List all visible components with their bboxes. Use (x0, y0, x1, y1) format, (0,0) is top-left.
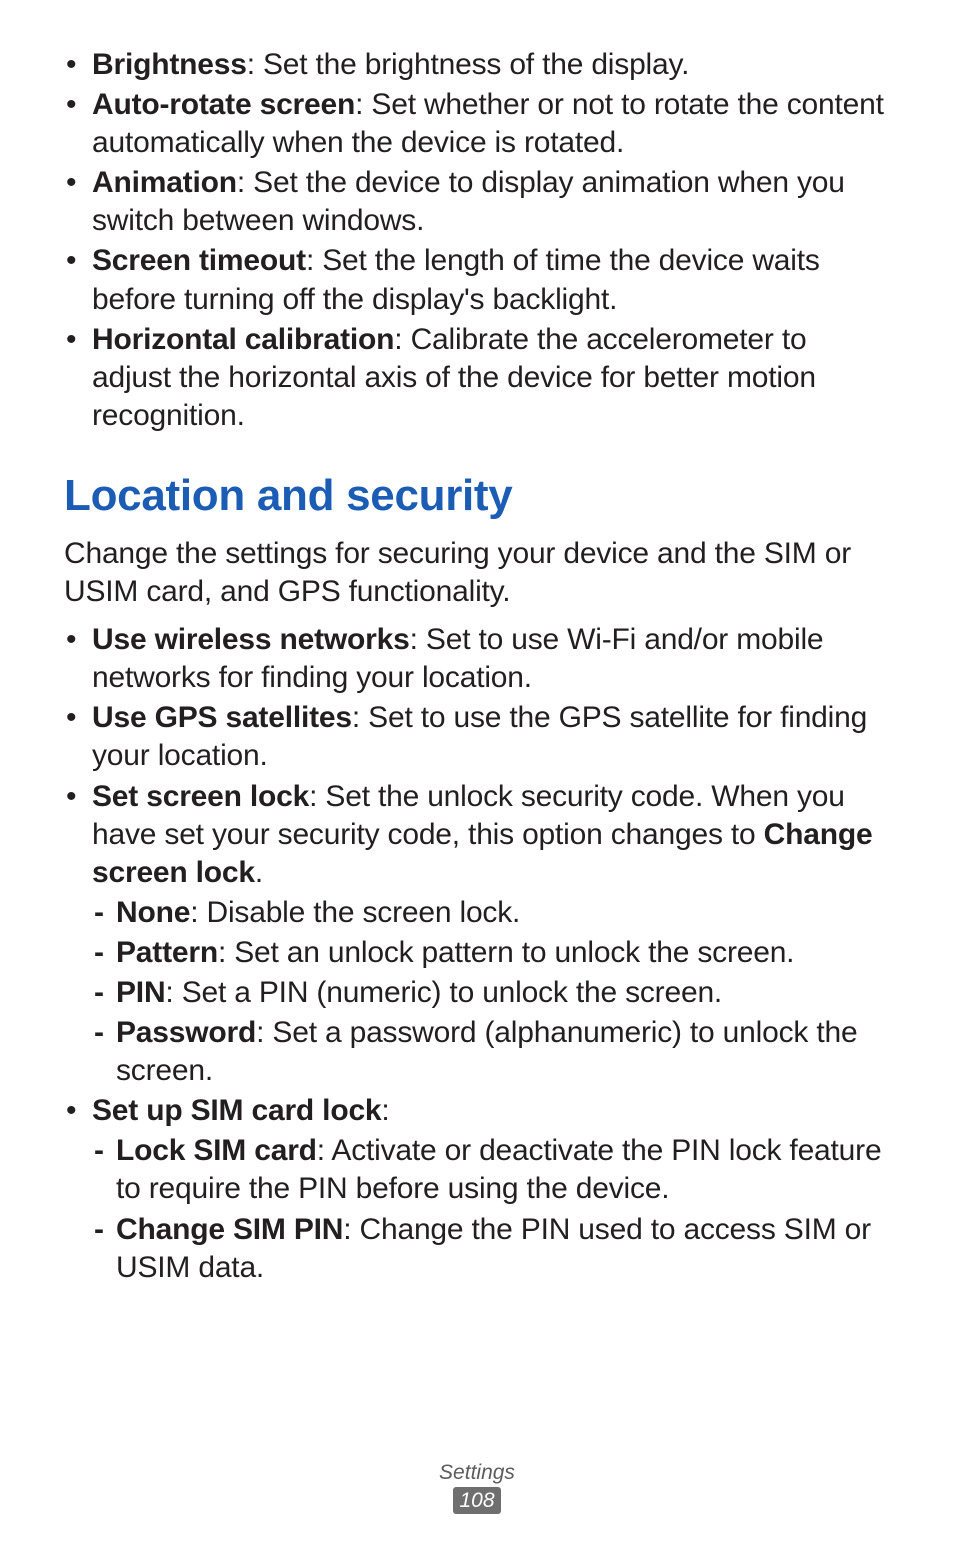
list-item: Animation: Set the device to display ani… (92, 164, 890, 240)
term: None (116, 896, 190, 929)
term: Brightness (92, 48, 247, 81)
list-item: Brightness: Set the brightness of the di… (92, 46, 890, 84)
list-item: Horizontal calibration: Calibrate the ac… (92, 321, 890, 435)
term: Password (116, 1016, 256, 1049)
section-heading: Location and security (64, 471, 890, 521)
page-footer: Settings 108 (0, 1461, 954, 1514)
sub-list-item: Lock SIM card: Activate or deactivate th… (116, 1132, 890, 1208)
sub-list-item: Pattern: Set an unlock pattern to unlock… (116, 934, 890, 972)
list-item: Screen timeout: Set the length of time t… (92, 242, 890, 318)
sub-list-item: Change SIM PIN: Change the PIN used to a… (116, 1211, 890, 1287)
page-content: Brightness: Set the brightness of the di… (0, 0, 954, 1287)
sub-list-item: Password: Set a password (alphanumeric) … (116, 1014, 890, 1090)
footer-section-name: Settings (0, 1461, 954, 1485)
desc: : (381, 1094, 389, 1127)
sub-list-item: None: Disable the screen lock. (116, 894, 890, 932)
desc: : Disable the screen lock. (190, 896, 520, 929)
sub-list: None: Disable the screen lock. Pattern: … (92, 894, 890, 1090)
term: Horizontal calibration (92, 323, 394, 356)
term: Pattern (116, 936, 218, 969)
term: Auto-rotate screen (92, 88, 355, 121)
list-item: Set up SIM card lock: Lock SIM card: Act… (92, 1092, 890, 1286)
term: Use GPS satellites (92, 701, 352, 734)
term: Set screen lock (92, 780, 309, 813)
term: Screen timeout (92, 244, 306, 277)
location-security-list: Use wireless networks: Set to use Wi-Fi … (64, 621, 890, 1287)
term: Lock SIM card (116, 1134, 317, 1167)
list-item: Set screen lock: Set the unlock security… (92, 778, 890, 1091)
display-settings-list: Brightness: Set the brightness of the di… (64, 46, 890, 435)
desc: : Set a PIN (numeric) to unlock the scre… (165, 976, 722, 1009)
list-item: Use wireless networks: Set to use Wi-Fi … (92, 621, 890, 697)
list-item: Use GPS satellites: Set to use the GPS s… (92, 699, 890, 775)
term: Animation (92, 166, 237, 199)
sub-list-item: PIN: Set a PIN (numeric) to unlock the s… (116, 974, 890, 1012)
section-intro: Change the settings for securing your de… (64, 535, 890, 611)
desc: : Set the brightness of the display. (247, 48, 690, 81)
term: Set up SIM card lock (92, 1094, 381, 1127)
footer-page-number: 108 (453, 1487, 500, 1514)
term: PIN (116, 976, 165, 1009)
list-item: Auto-rotate screen: Set whether or not t… (92, 86, 890, 162)
term: Change SIM PIN (116, 1213, 343, 1246)
desc: : Set an unlock pattern to unlock the sc… (218, 936, 794, 969)
term: Use wireless networks (92, 623, 410, 656)
desc-post: . (255, 856, 263, 889)
sub-list: Lock SIM card: Activate or deactivate th… (92, 1132, 890, 1286)
